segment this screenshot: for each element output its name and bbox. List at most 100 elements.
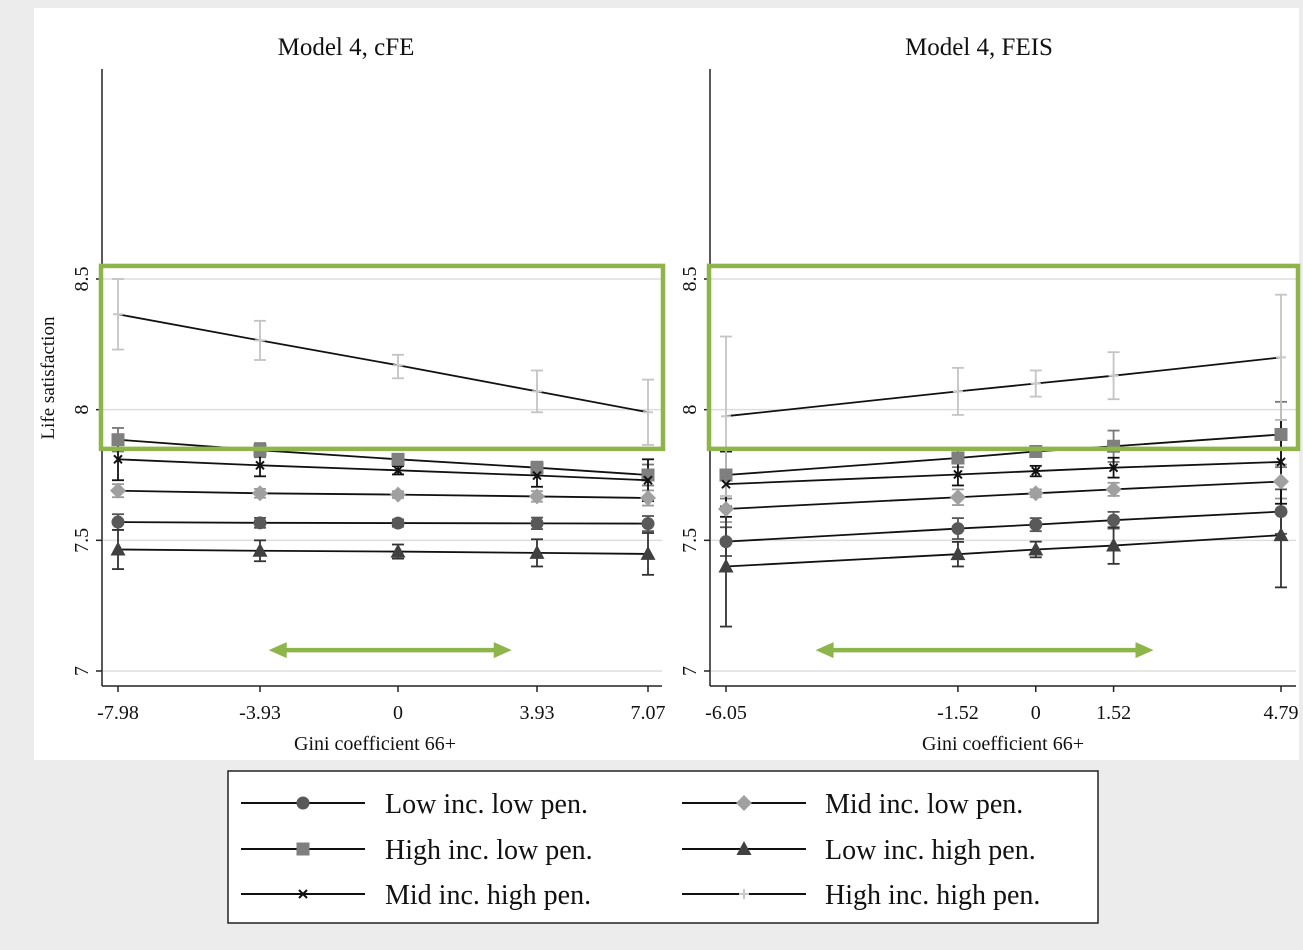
legend-box <box>227 770 1099 924</box>
panel-cfe-point-mid-inc-high-pen <box>393 465 403 476</box>
panel-cfe-y-tick-label: 7 <box>71 666 93 676</box>
panel-cfe-point-mid-inc-low-pen <box>640 489 656 506</box>
panel-feis-point-mid-inc-low-pen <box>1273 473 1289 490</box>
panel-cfe-y-tick-label: 8 <box>71 405 93 415</box>
panel-feis-title: Model 4, FEIS <box>905 34 1053 61</box>
panel-cfe-y-tick-label: 8.5 <box>71 267 93 292</box>
legend-key-low-inc-high-pen <box>682 841 806 855</box>
panel-cfe-x-tick-label: 7.07 <box>631 702 666 724</box>
panel-feis-x-tick-label: 0 <box>1031 702 1041 724</box>
panel-cfe-point-high-inc-low-pen <box>391 452 405 466</box>
panel-cfe-point-mid-inc-low-pen <box>252 485 268 502</box>
legend-label-high-inc-low-pen: High inc. low pen. <box>385 835 593 866</box>
legend-key-low-inc-low-pen <box>241 796 365 810</box>
panel-cfe-highlight <box>98 263 666 659</box>
legend-item-high-inc-low-pen: High inc. low pen. <box>241 835 593 866</box>
plot-region-background <box>34 8 1299 760</box>
panel-cfe-x-axis: -7.98 -3.93 0 3.93 7.07 <box>97 685 666 724</box>
legend-label-mid-inc-low-pen: Mid inc. low pen. <box>825 789 1023 820</box>
panel-feis-y-tick-label: 8 <box>679 405 701 415</box>
panel-feis-x-tick-label: 4.79 <box>1264 702 1299 724</box>
legend-key-marker <box>296 842 310 856</box>
panel-feis-point-low-inc-high-pen <box>950 546 966 561</box>
legend-label-mid-inc-high-pen: Mid inc. high pen. <box>385 880 591 911</box>
legend-item-mid-inc-low-pen: Mid inc. low pen. <box>682 789 1023 820</box>
panel-feis-x-tick-label: 1.52 <box>1096 702 1131 724</box>
panel-cfe-point-high-inc-high-pen <box>532 386 542 397</box>
panel-feis-point-high-inc-high-pen <box>1030 378 1041 389</box>
panel-cfe-point-low-inc-high-pen <box>252 542 268 557</box>
panel-feis-series <box>718 293 1289 628</box>
legend-key-high-inc-low-pen <box>241 842 365 856</box>
legend-label-high-inc-high-pen: High inc. high pen. <box>825 880 1040 911</box>
panel-cfe-point-low-inc-low-pen <box>111 515 125 529</box>
legend-item-low-inc-high-pen: Low inc. high pen. <box>682 835 1036 866</box>
panel-cfe-highlight-box <box>98 263 666 452</box>
panel-cfe-x-tick-label: -7.98 <box>97 702 139 724</box>
legend-item-mid-inc-high-pen: Mid inc. high pen. <box>241 880 591 911</box>
panel-feis-point-low-inc-high-pen <box>1028 541 1044 556</box>
panel-cfe-range-arrow <box>268 642 512 659</box>
panel-feis-highlight <box>706 263 1301 659</box>
panel-cfe-point-high-inc-low-pen <box>111 433 125 447</box>
panel-cfe-point-mid-inc-low-pen <box>390 486 406 503</box>
panel-feis-point-low-inc-low-pen <box>1274 505 1288 519</box>
panel-cfe-x-tick-label: -3.93 <box>239 702 281 724</box>
panel-feis-point-low-inc-low-pen <box>719 535 733 549</box>
panel-cfe-point-high-inc-high-pen <box>393 360 403 371</box>
panel-feis-point-mid-inc-low-pen <box>949 489 966 506</box>
legend-key-mid-inc-low-pen <box>682 795 806 811</box>
panel-feis-point-mid-inc-high-pen <box>1108 462 1119 473</box>
panel-cfe-point-mid-inc-high-pen <box>643 475 653 485</box>
panel-feis-x-axis-label: Gini coefficient 66+ <box>922 733 1084 755</box>
panel-cfe-point-low-inc-low-pen <box>641 517 655 531</box>
panel-cfe-point-mid-inc-low-pen <box>529 488 545 505</box>
panel-feis-x-tick-label: -6.05 <box>705 702 747 724</box>
y-axis-label: Life satisfaction <box>38 316 59 439</box>
panel-feis-point-mid-inc-high-pen <box>721 479 731 489</box>
panel-feis-point-high-inc-low-pen <box>1274 427 1288 441</box>
legend-key-marker <box>296 796 310 810</box>
panel-feis-point-mid-inc-high-pen <box>953 469 963 480</box>
panel-cfe-x-axis-label: Gini coefficient 66+ <box>294 733 456 755</box>
panel-feis-point-high-inc-high-pen <box>1276 352 1286 363</box>
panel-feis-y-tick-label: 7.5 <box>679 528 701 553</box>
legend-key-marker <box>736 841 752 855</box>
panel-feis-point-high-inc-high-pen <box>952 386 963 397</box>
panel-cfe-point-mid-inc-low-pen <box>110 482 126 499</box>
panel-cfe-point-low-inc-low-pen <box>253 516 267 530</box>
panel-feis-point-mid-inc-low-pen <box>1027 485 1044 502</box>
panel-cfe-point-mid-inc-high-pen <box>255 460 265 471</box>
panel-feis-grid <box>711 278 1296 672</box>
panel-feis-point-mid-inc-low-pen <box>1105 481 1122 498</box>
panel-cfe-point-high-inc-high-pen <box>255 335 265 346</box>
legend-key-mid-inc-high-pen <box>241 889 365 899</box>
legend: Low inc. low pen. Mid inc. low pen. High… <box>227 770 1099 924</box>
panel-cfe-y-tick-label: 7.5 <box>71 528 93 553</box>
panel-cfe-point-high-inc-high-pen <box>113 309 123 320</box>
panel-feis-point-low-inc-low-pen <box>951 522 965 536</box>
panel-feis-point-low-inc-high-pen <box>1273 527 1289 542</box>
panel-cfe-grid <box>103 278 662 672</box>
panel-cfe-y-axis: 7 7.5 8 8.5 <box>71 69 103 686</box>
panel-feis-point-low-inc-low-pen <box>1107 513 1121 527</box>
panel-feis-point-mid-inc-high-pen <box>1031 466 1041 476</box>
panel-feis-point-mid-inc-low-pen <box>718 500 734 517</box>
panel-feis-point-high-inc-low-pen <box>951 451 965 465</box>
panel-cfe-point-low-inc-high-pen <box>640 545 656 560</box>
panel-cfe-point-mid-inc-high-pen <box>532 470 542 481</box>
panel-cfe-x-tick-label: 3.93 <box>520 702 555 724</box>
legend-key-marker <box>736 795 752 811</box>
panel-feis-point-low-inc-high-pen <box>718 558 734 573</box>
panel-cfe-point-low-inc-low-pen <box>391 516 405 530</box>
panel-feis-point-high-inc-high-pen <box>1108 370 1119 381</box>
panel-feis-point-low-inc-low-pen <box>1029 518 1043 532</box>
panel-feis-x-axis: -6.05 -1.52 0 1.52 4.79 <box>705 685 1299 724</box>
legend-key-high-inc-high-pen <box>682 889 806 899</box>
panel-feis: Model 4, FEIS 7 7.5 8 8.5 -6.05 -1.52 0 1.52 4.… <box>679 34 1301 755</box>
legend-label-low-inc-high-pen: Low inc. high pen. <box>825 835 1036 866</box>
panel-feis-point-high-inc-low-pen <box>719 468 733 482</box>
panel-cfe-point-mid-inc-high-pen <box>113 454 123 465</box>
legend-label-low-inc-low-pen: Low inc. low pen. <box>385 789 588 820</box>
